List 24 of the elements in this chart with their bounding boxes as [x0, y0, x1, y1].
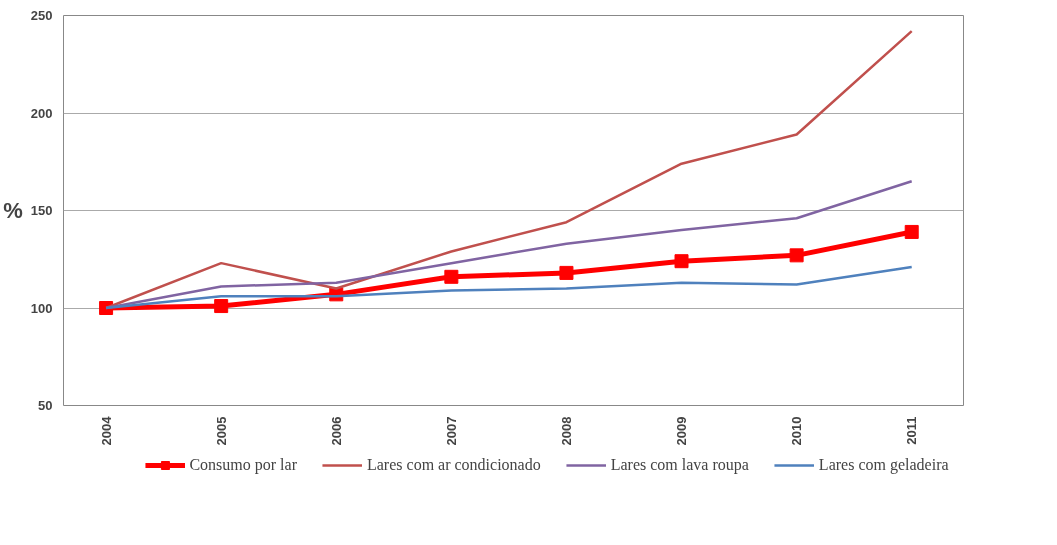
point — [559, 265, 574, 280]
x-tick-label: 2010 — [789, 416, 805, 446]
point — [674, 254, 689, 269]
x-tick-label: 2011 — [904, 416, 920, 445]
y-tick-label: 150 — [30, 203, 53, 218]
y-tick-label: 250 — [30, 8, 53, 23]
point — [214, 299, 229, 314]
y-axis-title: % — [3, 198, 23, 223]
legend-label: Lares com geladeira — [818, 456, 949, 474]
point — [904, 224, 919, 239]
x-tick-label: 2008 — [558, 416, 574, 446]
x-tick-label: 2005 — [213, 416, 229, 446]
point — [444, 269, 459, 284]
x-tick-label: 2007 — [443, 416, 459, 446]
y-tick-label: 100 — [30, 300, 53, 316]
x-tick-label: 2004 — [98, 415, 114, 446]
legend-label: Consumo por lar — [189, 456, 297, 474]
x-tick-label: 2006 — [328, 416, 344, 446]
point — [789, 248, 804, 263]
legend-label: Lares com ar condicionado — [366, 456, 541, 474]
x-tick-label: 2009 — [674, 416, 690, 446]
y-tick-label: 200 — [30, 105, 53, 121]
y-tick-label: 50 — [38, 398, 53, 413]
legend-label: Lares com lava roupa — [610, 456, 749, 474]
